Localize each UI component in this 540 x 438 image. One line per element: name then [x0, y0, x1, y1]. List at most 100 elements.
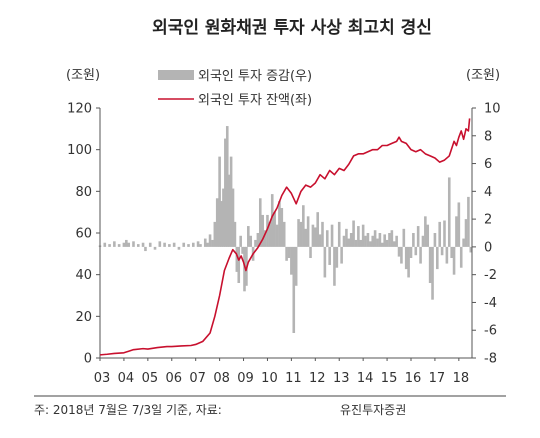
- bar-42: [241, 246, 244, 254]
- line-series: [99, 118, 471, 356]
- bar-43: [243, 246, 246, 292]
- x-tick-label-2: 05: [142, 371, 159, 386]
- x-tick-label-5: 08: [213, 371, 230, 386]
- right-tick-label-1: -6: [484, 324, 497, 339]
- bar-18: [177, 246, 181, 250]
- bar-108: [397, 246, 401, 257]
- x-tick-label-15: 18: [453, 371, 470, 386]
- bar-78: [325, 230, 329, 247]
- x-tick-label-13: 16: [405, 371, 422, 386]
- bar-88: [349, 233, 353, 247]
- bar-45: [247, 226, 250, 247]
- bar-64: [292, 246, 296, 333]
- bar-27: [211, 239, 214, 247]
- bar-75: [318, 234, 322, 247]
- bar-100: [378, 233, 382, 247]
- bar-86: [345, 228, 348, 247]
- right-tick-label-4: 0: [484, 240, 492, 255]
- x-tick-label-6: 09: [237, 371, 254, 386]
- footer-source: 유진투자증권: [340, 403, 406, 417]
- bar-46: [249, 235, 253, 247]
- bar-101: [380, 242, 384, 247]
- bar-118: [421, 235, 425, 247]
- legend-bar-swatch: [158, 70, 194, 80]
- bar-113: [409, 246, 413, 258]
- bar-99: [376, 238, 379, 247]
- axes: [99, 108, 473, 359]
- x-tick-label-11: 14: [357, 371, 374, 386]
- right-tick-label-0: -8: [484, 352, 497, 367]
- bar-21: [192, 242, 195, 247]
- bar-96: [369, 241, 372, 247]
- bar-30: [218, 156, 221, 247]
- bar-62: [287, 246, 291, 258]
- left-tick-label-2: 40: [75, 268, 92, 283]
- bar-26: [208, 234, 212, 247]
- bar-67: [299, 221, 303, 247]
- bar-94: [364, 235, 367, 247]
- bar-15: [163, 242, 166, 247]
- x-tick-label-0: 03: [94, 371, 111, 386]
- bar-58: [278, 201, 281, 247]
- right-tick-label-3: -2: [484, 268, 497, 283]
- bar-70: [306, 216, 310, 247]
- x-tick-label-12: 15: [381, 371, 398, 386]
- bar-98: [373, 230, 377, 247]
- bar-122: [431, 246, 434, 300]
- bar-102: [383, 234, 386, 247]
- bar-17: [172, 242, 176, 247]
- bar-6: [125, 239, 128, 247]
- bar-4: [117, 244, 121, 247]
- bar-54: [268, 221, 272, 247]
- bar-33: [224, 138, 227, 247]
- right-tick-label-9: 10: [484, 102, 501, 117]
- bar-60: [282, 221, 286, 247]
- bar-107: [395, 235, 398, 247]
- bar-95: [366, 233, 370, 247]
- bar-49: [256, 233, 260, 247]
- bar-55: [270, 194, 274, 247]
- bar-85: [342, 235, 346, 247]
- bar-37: [231, 188, 235, 247]
- bar-32: [222, 188, 225, 247]
- x-tick-label-8: 11: [285, 371, 302, 386]
- x-tick-label-14: 17: [429, 371, 446, 386]
- x-tick-label-3: 06: [165, 371, 182, 386]
- bar-65: [294, 246, 298, 286]
- bar-10: [141, 242, 145, 247]
- bar-61: [285, 246, 288, 261]
- bar-91: [357, 226, 360, 247]
- bar-124: [436, 246, 439, 270]
- bar-79: [328, 246, 331, 265]
- bar-13: [153, 246, 157, 250]
- bar-2: [108, 244, 111, 247]
- bar-3: [113, 241, 116, 247]
- bar-40: [237, 246, 241, 283]
- bar-series: [98, 126, 473, 333]
- bar-71: [309, 246, 312, 258]
- bar-138: [469, 246, 473, 253]
- bar-120: [426, 224, 430, 247]
- bar-39: [235, 246, 239, 272]
- bar-131: [452, 246, 456, 275]
- bar-106: [392, 241, 396, 247]
- bar-34: [225, 126, 229, 247]
- bar-23: [199, 244, 202, 247]
- bar-16: [168, 244, 171, 247]
- bar-128: [445, 246, 449, 264]
- bar-52: [263, 230, 267, 247]
- bar-19: [182, 242, 186, 247]
- bar-110: [402, 228, 406, 247]
- bar-77: [323, 246, 327, 278]
- bar-125: [438, 221, 441, 247]
- legend: 외국인 투자 증감(우) 외국인 투자 잔액(좌): [158, 69, 312, 108]
- bar-93: [361, 224, 365, 247]
- bar-53: [266, 214, 269, 247]
- bar-116: [416, 226, 420, 247]
- bar-76: [321, 221, 324, 247]
- right-tick-label-2: -4: [484, 296, 497, 311]
- left-tick-label-5: 100: [67, 143, 92, 158]
- bar-137: [467, 196, 470, 247]
- bar-74: [316, 212, 319, 247]
